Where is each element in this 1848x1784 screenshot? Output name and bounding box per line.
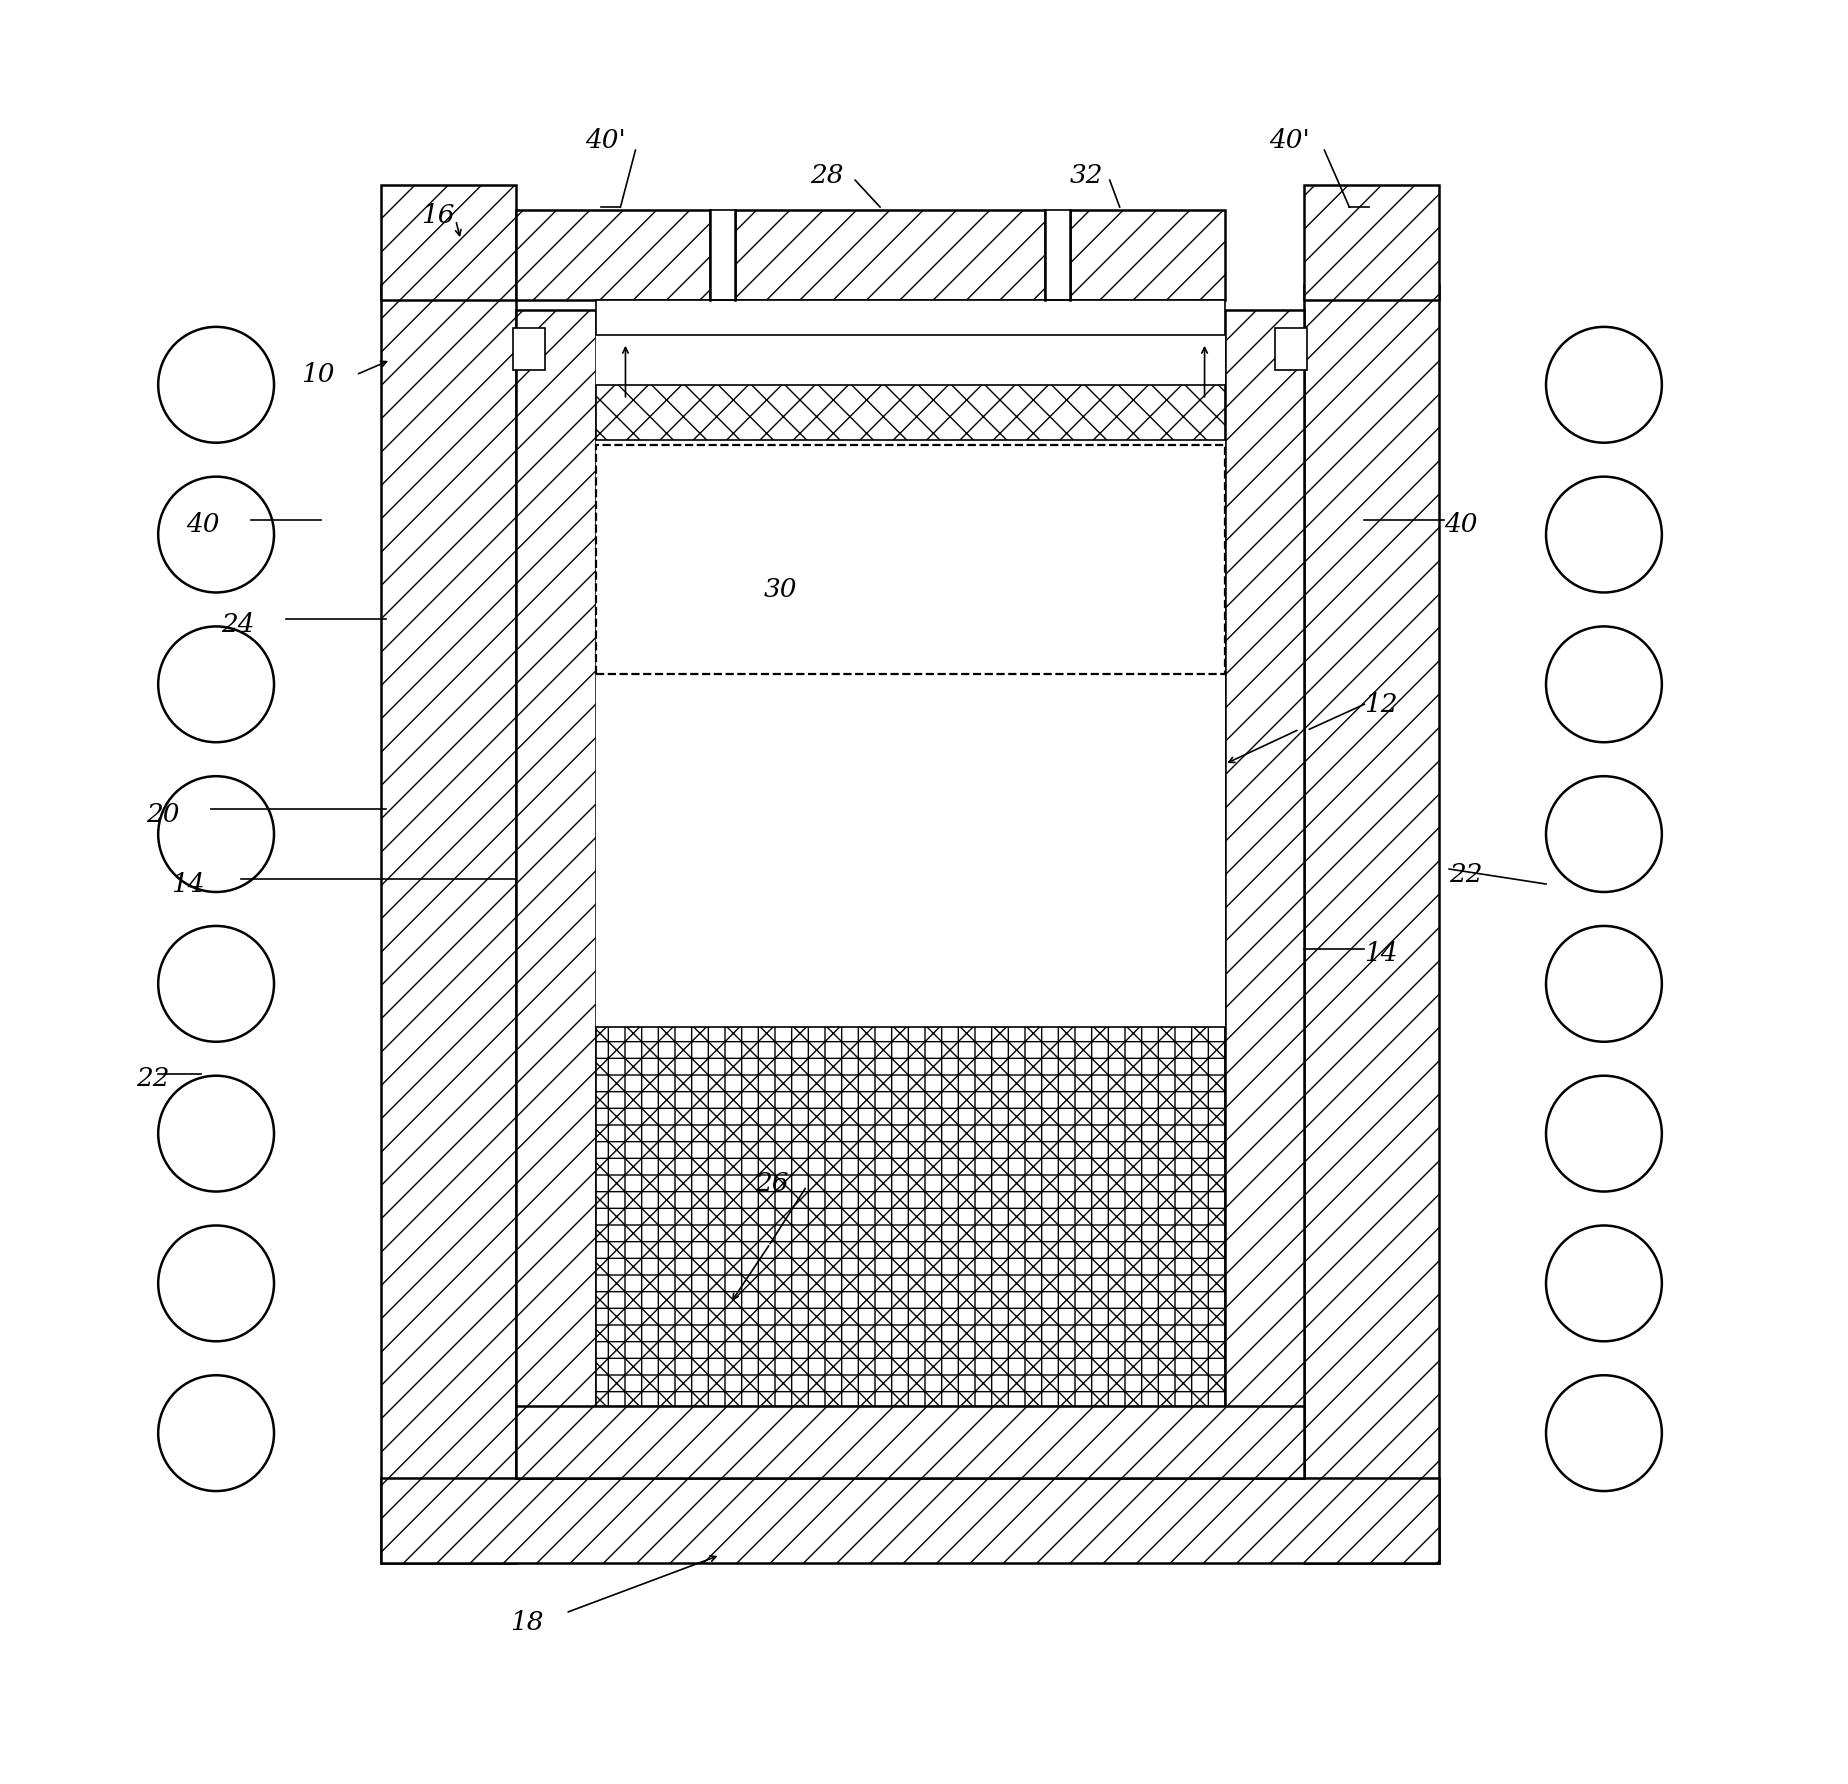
Text: 18: 18	[510, 1611, 543, 1636]
Bar	[1303, 186, 1438, 300]
Text: 10: 10	[301, 362, 334, 387]
Text: 24: 24	[222, 612, 255, 637]
Bar	[381, 1479, 1438, 1563]
Text: 12: 12	[1364, 692, 1397, 717]
Text: 30: 30	[763, 576, 796, 601]
Bar	[595, 444, 1223, 674]
Text: 26: 26	[754, 1170, 789, 1195]
Circle shape	[159, 326, 274, 442]
Bar	[1223, 310, 1303, 1479]
Text: 14: 14	[172, 872, 205, 897]
Circle shape	[1545, 326, 1661, 442]
Bar	[1303, 285, 1438, 1563]
Text: 16: 16	[421, 203, 455, 228]
Circle shape	[159, 926, 274, 1042]
Bar	[516, 310, 595, 1479]
Text: 40: 40	[187, 512, 220, 537]
Circle shape	[159, 626, 274, 742]
Circle shape	[159, 476, 274, 592]
Circle shape	[1545, 476, 1661, 592]
Text: 14: 14	[1364, 942, 1397, 967]
Text: 40: 40	[1443, 512, 1477, 537]
Circle shape	[1545, 626, 1661, 742]
Text: 22: 22	[137, 1067, 170, 1092]
Text: 22: 22	[1449, 862, 1482, 887]
Circle shape	[159, 776, 274, 892]
Bar	[595, 385, 1223, 439]
Bar	[595, 300, 1223, 335]
Bar	[381, 186, 516, 300]
Bar	[595, 1028, 1223, 1406]
Bar	[1044, 211, 1070, 300]
Circle shape	[1545, 1076, 1661, 1192]
Circle shape	[1545, 776, 1661, 892]
Text: 20: 20	[146, 801, 179, 826]
Bar	[710, 211, 736, 300]
Circle shape	[1545, 1226, 1661, 1342]
Text: 28: 28	[809, 162, 843, 187]
Bar	[595, 310, 1223, 1406]
Text: 40': 40'	[1270, 128, 1310, 153]
Bar	[1070, 211, 1223, 300]
Bar	[1275, 328, 1307, 369]
Circle shape	[1545, 1375, 1661, 1491]
Circle shape	[1545, 926, 1661, 1042]
Circle shape	[159, 1076, 274, 1192]
Bar	[381, 285, 516, 1563]
Text: 32: 32	[1070, 162, 1103, 187]
Text: 40': 40'	[586, 128, 626, 153]
Bar	[736, 211, 1044, 300]
Bar	[516, 211, 710, 300]
Circle shape	[159, 1375, 274, 1491]
Bar	[512, 328, 545, 369]
Bar	[595, 1028, 1223, 1406]
Bar	[516, 1406, 1303, 1479]
Circle shape	[159, 1226, 274, 1342]
